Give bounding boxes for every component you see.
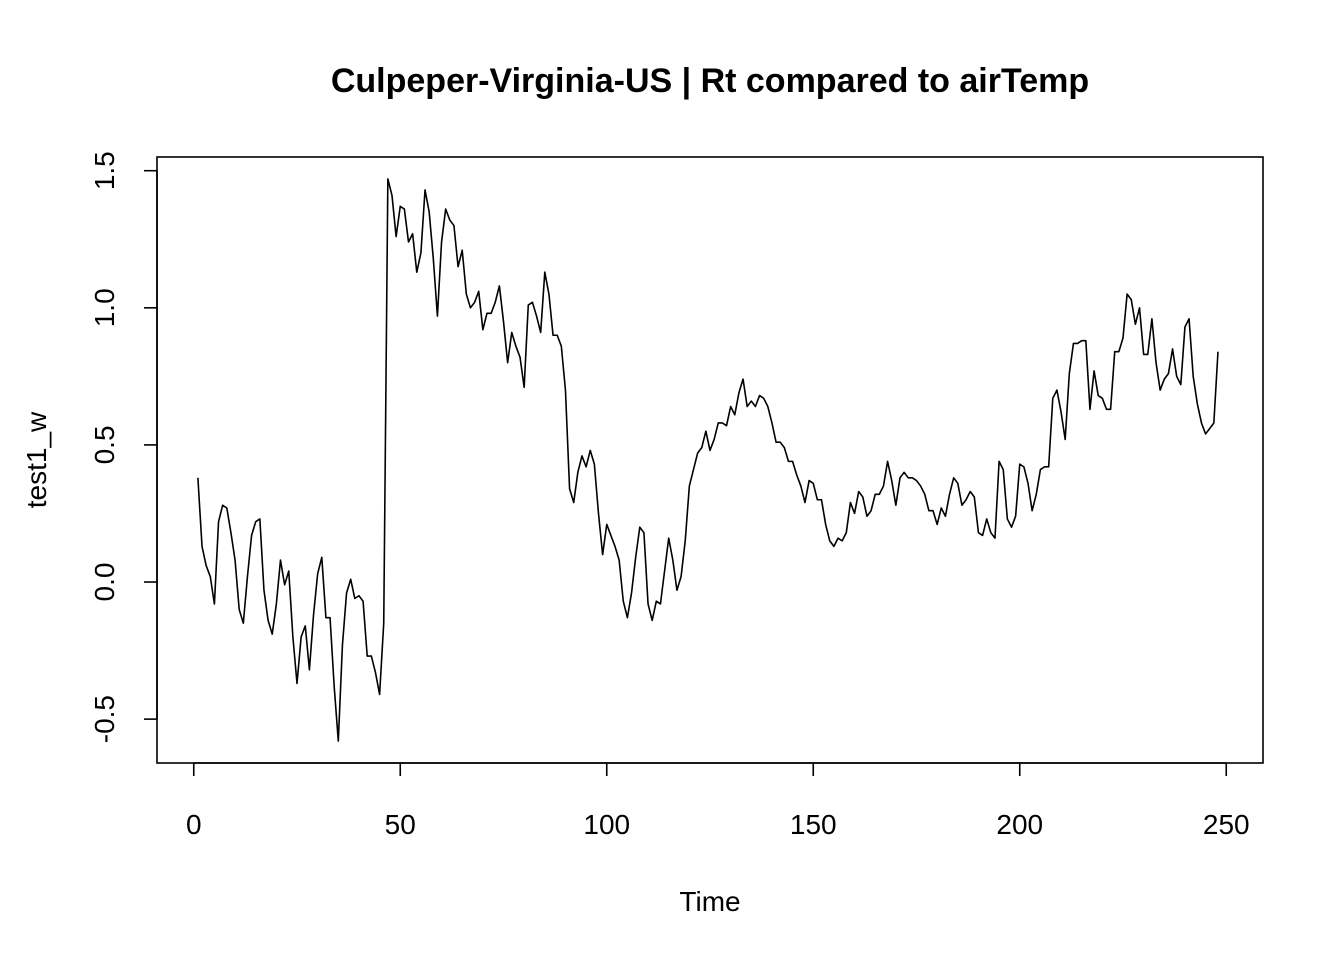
x-tick-label: 250 <box>1203 809 1250 840</box>
x-tick-label: 150 <box>790 809 837 840</box>
x-tick-label: 50 <box>385 809 416 840</box>
x-axis: 0 50 100 150 200 250 <box>186 762 1250 840</box>
x-axis-label: Time <box>679 886 740 917</box>
plot-area-frame <box>156 156 1264 764</box>
y-tick-label: 1.0 <box>89 288 120 327</box>
x-tick-label: 0 <box>186 809 202 840</box>
chart-title: Culpeper-Virginia-US | Rt compared to ai… <box>331 62 1089 100</box>
y-tick-label: 0.5 <box>89 425 120 464</box>
y-axis: -0.5 0.0 0.5 1.0 1.5 <box>89 151 158 743</box>
y-tick-label: 1.5 <box>89 151 120 190</box>
series-layer <box>197 178 1219 742</box>
y-axis-label: test1_w <box>21 411 52 508</box>
series-line <box>197 178 1219 742</box>
y-tick-label: 0.0 <box>89 563 120 602</box>
x-tick-label: 100 <box>583 809 630 840</box>
y-tick-label: -0.5 <box>89 695 120 743</box>
x-tick-label: 200 <box>996 809 1043 840</box>
